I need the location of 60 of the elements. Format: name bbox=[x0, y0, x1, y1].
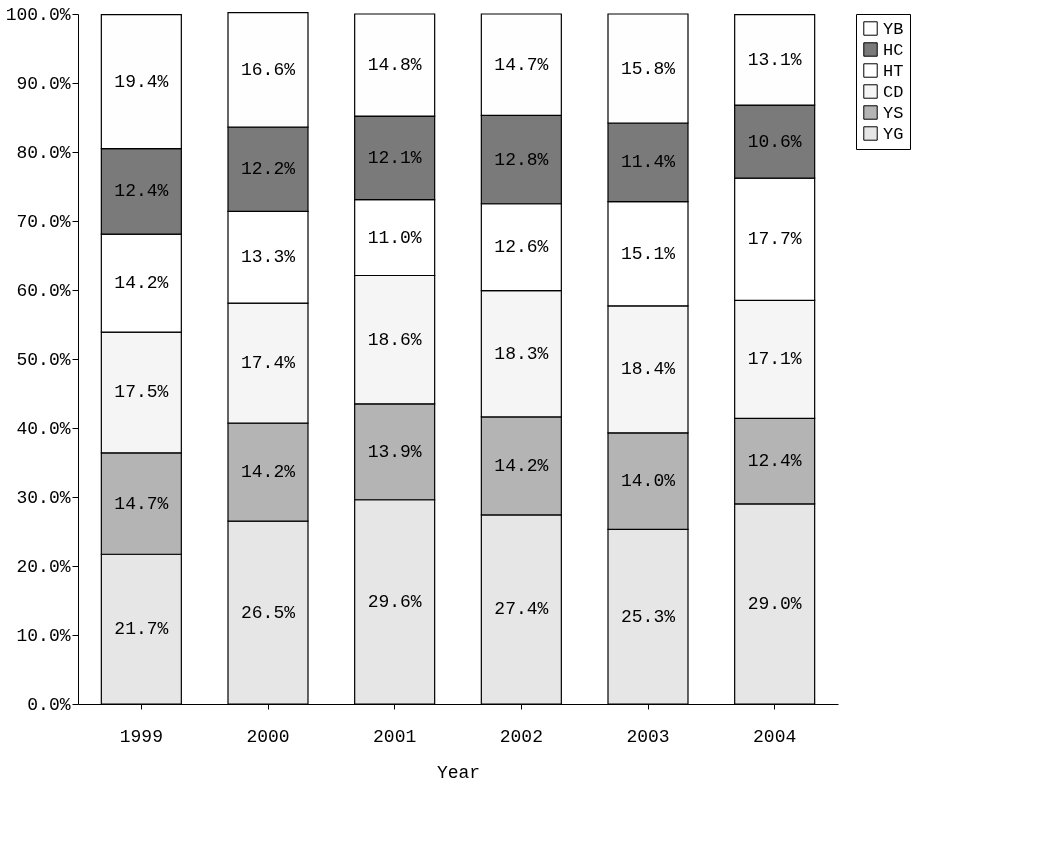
x-axis-title: Year bbox=[436, 762, 481, 783]
data-label: 12.2% bbox=[240, 159, 296, 180]
legend-label: YS bbox=[883, 103, 904, 123]
data-label: 17.7% bbox=[747, 229, 802, 250]
data-label: 18.6% bbox=[367, 329, 422, 350]
data-label: 27.4% bbox=[494, 599, 549, 620]
legend-label: CD bbox=[883, 82, 904, 102]
data-label: 25.3% bbox=[620, 606, 676, 627]
y-tick-label: 40.0% bbox=[16, 418, 71, 439]
y-tick-label: 90.0% bbox=[16, 73, 71, 94]
legend-label: YB bbox=[883, 19, 904, 39]
y-tick-label: 60.0% bbox=[16, 280, 71, 301]
x-tick-label: 1999 bbox=[119, 726, 163, 747]
data-label: 11.4% bbox=[620, 152, 676, 173]
data-label: 26.5% bbox=[240, 602, 296, 623]
data-label: 14.2% bbox=[494, 455, 549, 476]
data-label: 18.3% bbox=[494, 343, 549, 364]
data-label: 29.0% bbox=[747, 593, 802, 614]
x-tick-label: 2002 bbox=[499, 726, 543, 747]
data-label: 12.8% bbox=[494, 149, 549, 170]
y-tick-label: 70.0% bbox=[16, 211, 71, 232]
data-label: 14.2% bbox=[240, 462, 296, 483]
data-label: 15.8% bbox=[620, 58, 676, 79]
data-label: 15.1% bbox=[620, 243, 676, 264]
data-label: 19.4% bbox=[114, 71, 169, 92]
data-label: 10.6% bbox=[747, 131, 802, 152]
y-tick-label: 100.0% bbox=[5, 4, 71, 25]
data-label: 14.0% bbox=[620, 471, 676, 492]
y-tick-label: 10.0% bbox=[16, 625, 71, 646]
legend-label: YG bbox=[883, 124, 904, 144]
y-tick-label: 0.0% bbox=[27, 694, 71, 715]
data-label: 21.7% bbox=[114, 619, 169, 640]
data-label: 11.0% bbox=[367, 227, 422, 248]
y-tick-label: 30.0% bbox=[16, 487, 71, 508]
data-label: 12.1% bbox=[367, 147, 422, 168]
data-label: 17.5% bbox=[114, 382, 169, 403]
data-label: 12.6% bbox=[494, 237, 549, 258]
data-label: 14.8% bbox=[367, 55, 422, 76]
x-tick-label: 2001 bbox=[373, 726, 417, 747]
data-label: 14.7% bbox=[114, 493, 169, 514]
data-label: 12.4% bbox=[114, 181, 169, 202]
data-label: 16.6% bbox=[240, 59, 296, 80]
data-label: 14.2% bbox=[114, 273, 169, 294]
data-label: 13.1% bbox=[747, 49, 802, 70]
data-label: 17.4% bbox=[240, 353, 296, 374]
x-tick-label: 2000 bbox=[246, 726, 290, 747]
data-label: 13.9% bbox=[367, 441, 422, 462]
y-tick-label: 50.0% bbox=[16, 349, 71, 370]
legend-label: HC bbox=[883, 40, 904, 60]
data-label: 14.7% bbox=[494, 54, 549, 75]
data-label: 12.4% bbox=[747, 451, 802, 472]
data-label: 13.3% bbox=[240, 247, 296, 268]
data-label: 18.4% bbox=[620, 359, 676, 380]
x-tick-label: 2003 bbox=[626, 726, 670, 747]
legend-label: HT bbox=[883, 61, 904, 81]
x-tick-label: 2004 bbox=[753, 726, 797, 747]
y-tick-label: 80.0% bbox=[16, 142, 71, 163]
data-label: 29.6% bbox=[367, 591, 422, 612]
data-label: 17.1% bbox=[747, 349, 802, 370]
y-tick-label: 20.0% bbox=[16, 556, 71, 577]
